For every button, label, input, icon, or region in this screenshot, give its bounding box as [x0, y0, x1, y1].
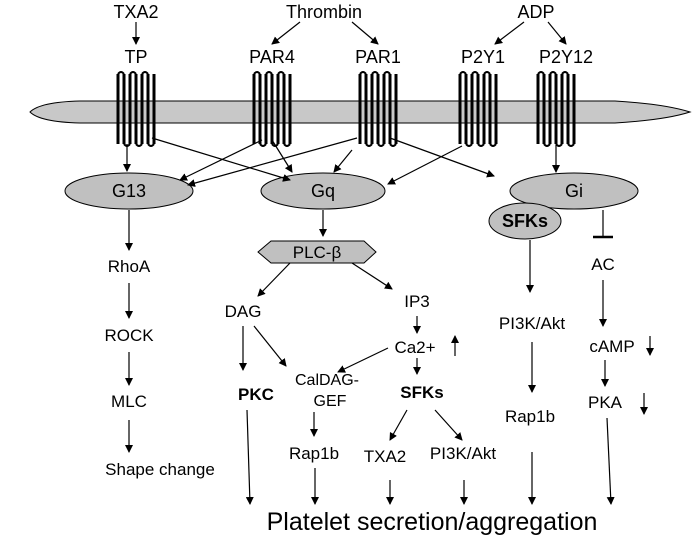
node-sfks-gi: SFKs	[502, 211, 548, 231]
node-mlc: MLC	[111, 392, 147, 411]
receptor-loop	[141, 71, 149, 75]
receptor-loop	[561, 71, 569, 75]
receptor-loop	[283, 143, 291, 147]
ligand-adp: ADP	[517, 2, 554, 22]
node-shape-change: Shape change	[105, 460, 215, 479]
arrow-pka-output	[606, 417, 615, 505]
arrow-par1-g13	[187, 137, 358, 187]
tp-receptor-coil	[116, 71, 156, 147]
arrow-thrombin-par4	[271, 21, 301, 45]
receptor-loop	[389, 143, 397, 147]
p2y12-receptor-coil	[536, 71, 576, 147]
receptor-loop	[489, 143, 497, 147]
node-camp: cAMP	[589, 337, 634, 356]
receptor-loop	[465, 143, 473, 147]
receptor-loop	[147, 143, 155, 147]
arrow-dag-caldag	[253, 325, 287, 367]
arrow-pkc-output	[245, 409, 254, 505]
receptor-loop	[477, 143, 485, 147]
arrow-par1-gq	[333, 149, 353, 173]
arrow-thrombin-par1	[351, 21, 379, 45]
arrow-plc-dag	[257, 262, 291, 297]
arrow-sfks-txa2	[389, 409, 408, 441]
receptor-loop	[135, 143, 143, 147]
receptor-loop	[129, 71, 137, 75]
node-g13: G13	[112, 181, 146, 201]
node-ac: AC	[591, 255, 615, 274]
output-label: Platelet secretion/aggregation	[267, 508, 598, 535]
arrow-par4-gq	[271, 139, 293, 173]
receptor-loop	[253, 71, 261, 75]
receptor-loop	[359, 71, 367, 75]
receptor-p2y1: P2Y1	[461, 47, 505, 67]
gi-node-shape	[509, 172, 639, 210]
p2y1-receptor-coil	[458, 71, 498, 147]
arrow-par1-gi	[389, 137, 495, 178]
gq-node-shape	[260, 172, 386, 210]
receptor-loop	[567, 143, 575, 147]
node-pi3k-mid: PI3K/Akt	[430, 444, 496, 463]
receptor-par1: PAR1	[355, 47, 401, 67]
receptor-loop	[371, 71, 379, 75]
receptor-loop	[259, 143, 267, 147]
receptor-loop	[265, 71, 273, 75]
receptor-loop	[471, 71, 479, 75]
receptor-par4: PAR4	[249, 47, 295, 67]
node-rock: ROCK	[104, 326, 154, 345]
node-pkc: PKC	[238, 385, 274, 404]
arrow-tp-gq	[151, 137, 291, 182]
node-caldag-gef-line2: GEF	[314, 393, 347, 410]
ligand-thrombin: Thrombin	[286, 2, 362, 22]
par4-receptor-coil	[252, 71, 292, 147]
receptor-p2y12: P2Y12	[539, 47, 593, 67]
node-pka: PKA	[588, 393, 623, 412]
receptor-loop	[365, 143, 373, 147]
arrow-plc-ip3	[351, 262, 393, 290]
receptor-loop	[483, 71, 491, 75]
arrow-par4-g13	[179, 139, 263, 181]
node-gi: Gi	[565, 181, 583, 201]
node-ca2: Ca2+	[394, 338, 435, 357]
arrow-ca-caldag	[337, 347, 389, 373]
plc-beta-node-shape	[257, 240, 377, 264]
node-txa2-out: TXA2	[364, 447, 407, 466]
node-caldag-gef-line1: CalDAG-	[295, 372, 359, 389]
ligand-txa2: TXA2	[113, 2, 158, 22]
receptor-loop	[543, 143, 551, 147]
receptor-loop	[271, 143, 279, 147]
receptor-tp: TP	[124, 47, 147, 67]
receptor-loop	[555, 143, 563, 147]
arrow-adp-p2y12	[547, 21, 567, 45]
receptor-loop	[383, 71, 391, 75]
node-sfks-mid: SFKs	[400, 383, 443, 402]
g13-node-shape	[64, 172, 194, 210]
node-rap1b-left: Rap1b	[289, 444, 339, 463]
receptor-loop	[117, 71, 125, 75]
node-plc-beta: PLC-β	[293, 243, 342, 262]
arrow-sfks-pi3k	[434, 409, 463, 441]
par1-receptor-coil	[358, 71, 398, 147]
node-rap1b-right: Rap1b	[505, 407, 555, 426]
node-ip3: IP3	[404, 292, 430, 311]
receptor-loop	[549, 71, 557, 75]
sfks-gi-node-shape	[488, 202, 562, 240]
node-pi3k-right: PI3K/Akt	[499, 314, 565, 333]
receptor-loop	[277, 71, 285, 75]
receptor-loop	[377, 143, 385, 147]
node-rhoa: RhoA	[108, 257, 151, 276]
node-dag: DAG	[225, 302, 262, 321]
node-gq: Gq	[311, 181, 335, 201]
arrow-p2y1-gq	[387, 145, 463, 185]
arrow-adp-p2y1	[494, 21, 525, 45]
receptor-loop	[459, 71, 467, 75]
receptor-loop	[537, 71, 545, 75]
